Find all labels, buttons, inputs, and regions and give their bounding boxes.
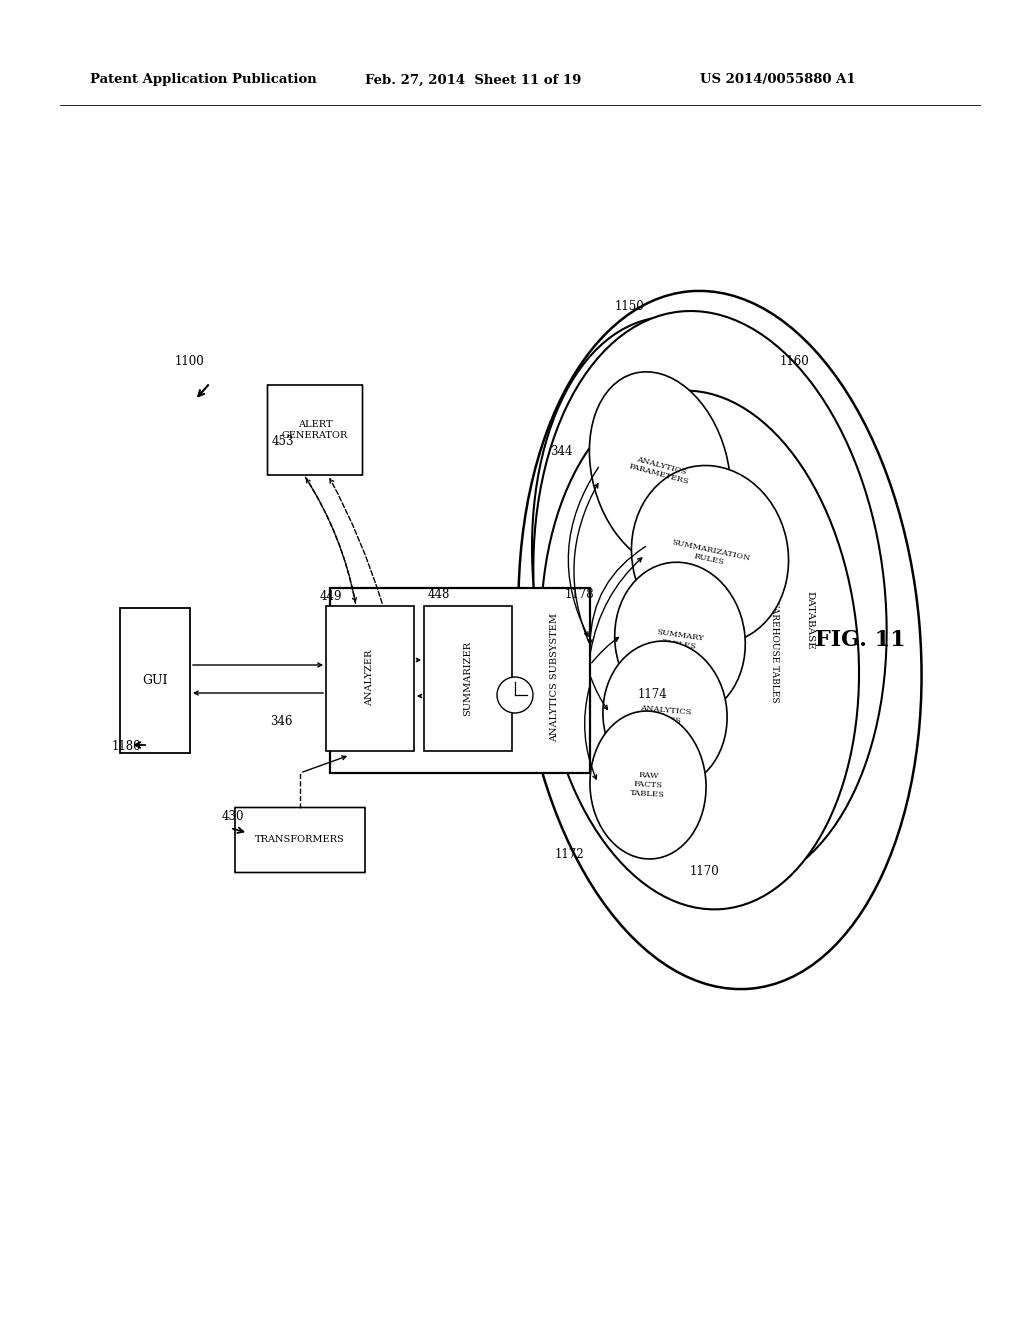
Text: Patent Application Publication: Patent Application Publication (90, 74, 316, 87)
Ellipse shape (590, 372, 730, 568)
FancyArrowPatch shape (195, 692, 324, 694)
FancyArrowPatch shape (592, 638, 618, 663)
Text: ANALYZER: ANALYZER (366, 649, 375, 706)
FancyArrowPatch shape (591, 677, 607, 710)
FancyArrowPatch shape (573, 483, 598, 643)
Ellipse shape (534, 312, 887, 888)
Text: 1150: 1150 (615, 300, 645, 313)
Text: SUMMARY
TABLES: SUMMARY TABLES (655, 628, 705, 652)
Text: 346: 346 (270, 715, 293, 729)
Text: ANALYTICS
PARAMETERS: ANALYTICS PARAMETERS (628, 454, 692, 486)
Text: Feb. 27, 2014  Sheet 11 of 19: Feb. 27, 2014 Sheet 11 of 19 (365, 74, 582, 87)
FancyBboxPatch shape (330, 587, 590, 772)
Ellipse shape (532, 317, 858, 863)
FancyBboxPatch shape (120, 607, 190, 752)
Text: 449: 449 (319, 590, 342, 603)
FancyArrowPatch shape (585, 688, 597, 779)
Ellipse shape (614, 562, 745, 718)
FancyArrowPatch shape (568, 467, 598, 636)
FancyBboxPatch shape (424, 606, 512, 751)
FancyArrowPatch shape (417, 659, 420, 661)
Ellipse shape (632, 466, 788, 644)
Ellipse shape (541, 391, 859, 909)
FancyArrowPatch shape (588, 546, 646, 644)
Ellipse shape (603, 642, 727, 789)
Text: SUMMARIZATION
RULES: SUMMARIZATION RULES (669, 539, 751, 572)
FancyArrowPatch shape (303, 756, 346, 772)
Text: 1170: 1170 (690, 865, 720, 878)
FancyBboxPatch shape (326, 606, 414, 751)
Text: 344: 344 (550, 445, 572, 458)
Text: DATABASE: DATABASE (806, 590, 814, 649)
Text: 448: 448 (428, 587, 451, 601)
Text: ANALYTICS
TABLES: ANALYTICS TABLES (639, 704, 691, 726)
Text: 430: 430 (222, 810, 245, 822)
Text: WAREHOUSE TABLES: WAREHOUSE TABLES (770, 598, 779, 702)
Ellipse shape (590, 711, 707, 859)
FancyArrowPatch shape (419, 694, 422, 698)
FancyArrowPatch shape (306, 479, 355, 603)
Text: FIG. 11: FIG. 11 (815, 630, 905, 651)
Text: 1174: 1174 (638, 688, 668, 701)
Text: 1100: 1100 (175, 355, 205, 368)
Text: SUMMARIZER: SUMMARIZER (464, 640, 472, 715)
Text: 1180: 1180 (112, 741, 141, 752)
FancyArrowPatch shape (330, 479, 382, 603)
Text: 1172: 1172 (555, 847, 585, 861)
Ellipse shape (518, 290, 922, 989)
Text: GUI: GUI (142, 673, 168, 686)
Text: ANALYTICS SUBSYSTEM: ANALYTICS SUBSYSTEM (551, 614, 559, 742)
FancyArrowPatch shape (591, 558, 642, 652)
FancyArrowPatch shape (193, 663, 322, 667)
Text: ALERT
GENERATOR: ALERT GENERATOR (282, 420, 348, 440)
Text: 1178: 1178 (565, 587, 595, 601)
Text: 1160: 1160 (780, 355, 810, 368)
Text: US 2014/0055880 A1: US 2014/0055880 A1 (700, 74, 856, 87)
Circle shape (497, 677, 534, 713)
Text: TRANSFORMERS: TRANSFORMERS (255, 836, 345, 845)
FancyBboxPatch shape (234, 808, 365, 873)
FancyArrowPatch shape (305, 478, 356, 602)
FancyBboxPatch shape (267, 385, 362, 475)
Text: 453: 453 (272, 436, 295, 447)
Text: RAW
FACTS
TABLES: RAW FACTS TABLES (630, 771, 666, 799)
